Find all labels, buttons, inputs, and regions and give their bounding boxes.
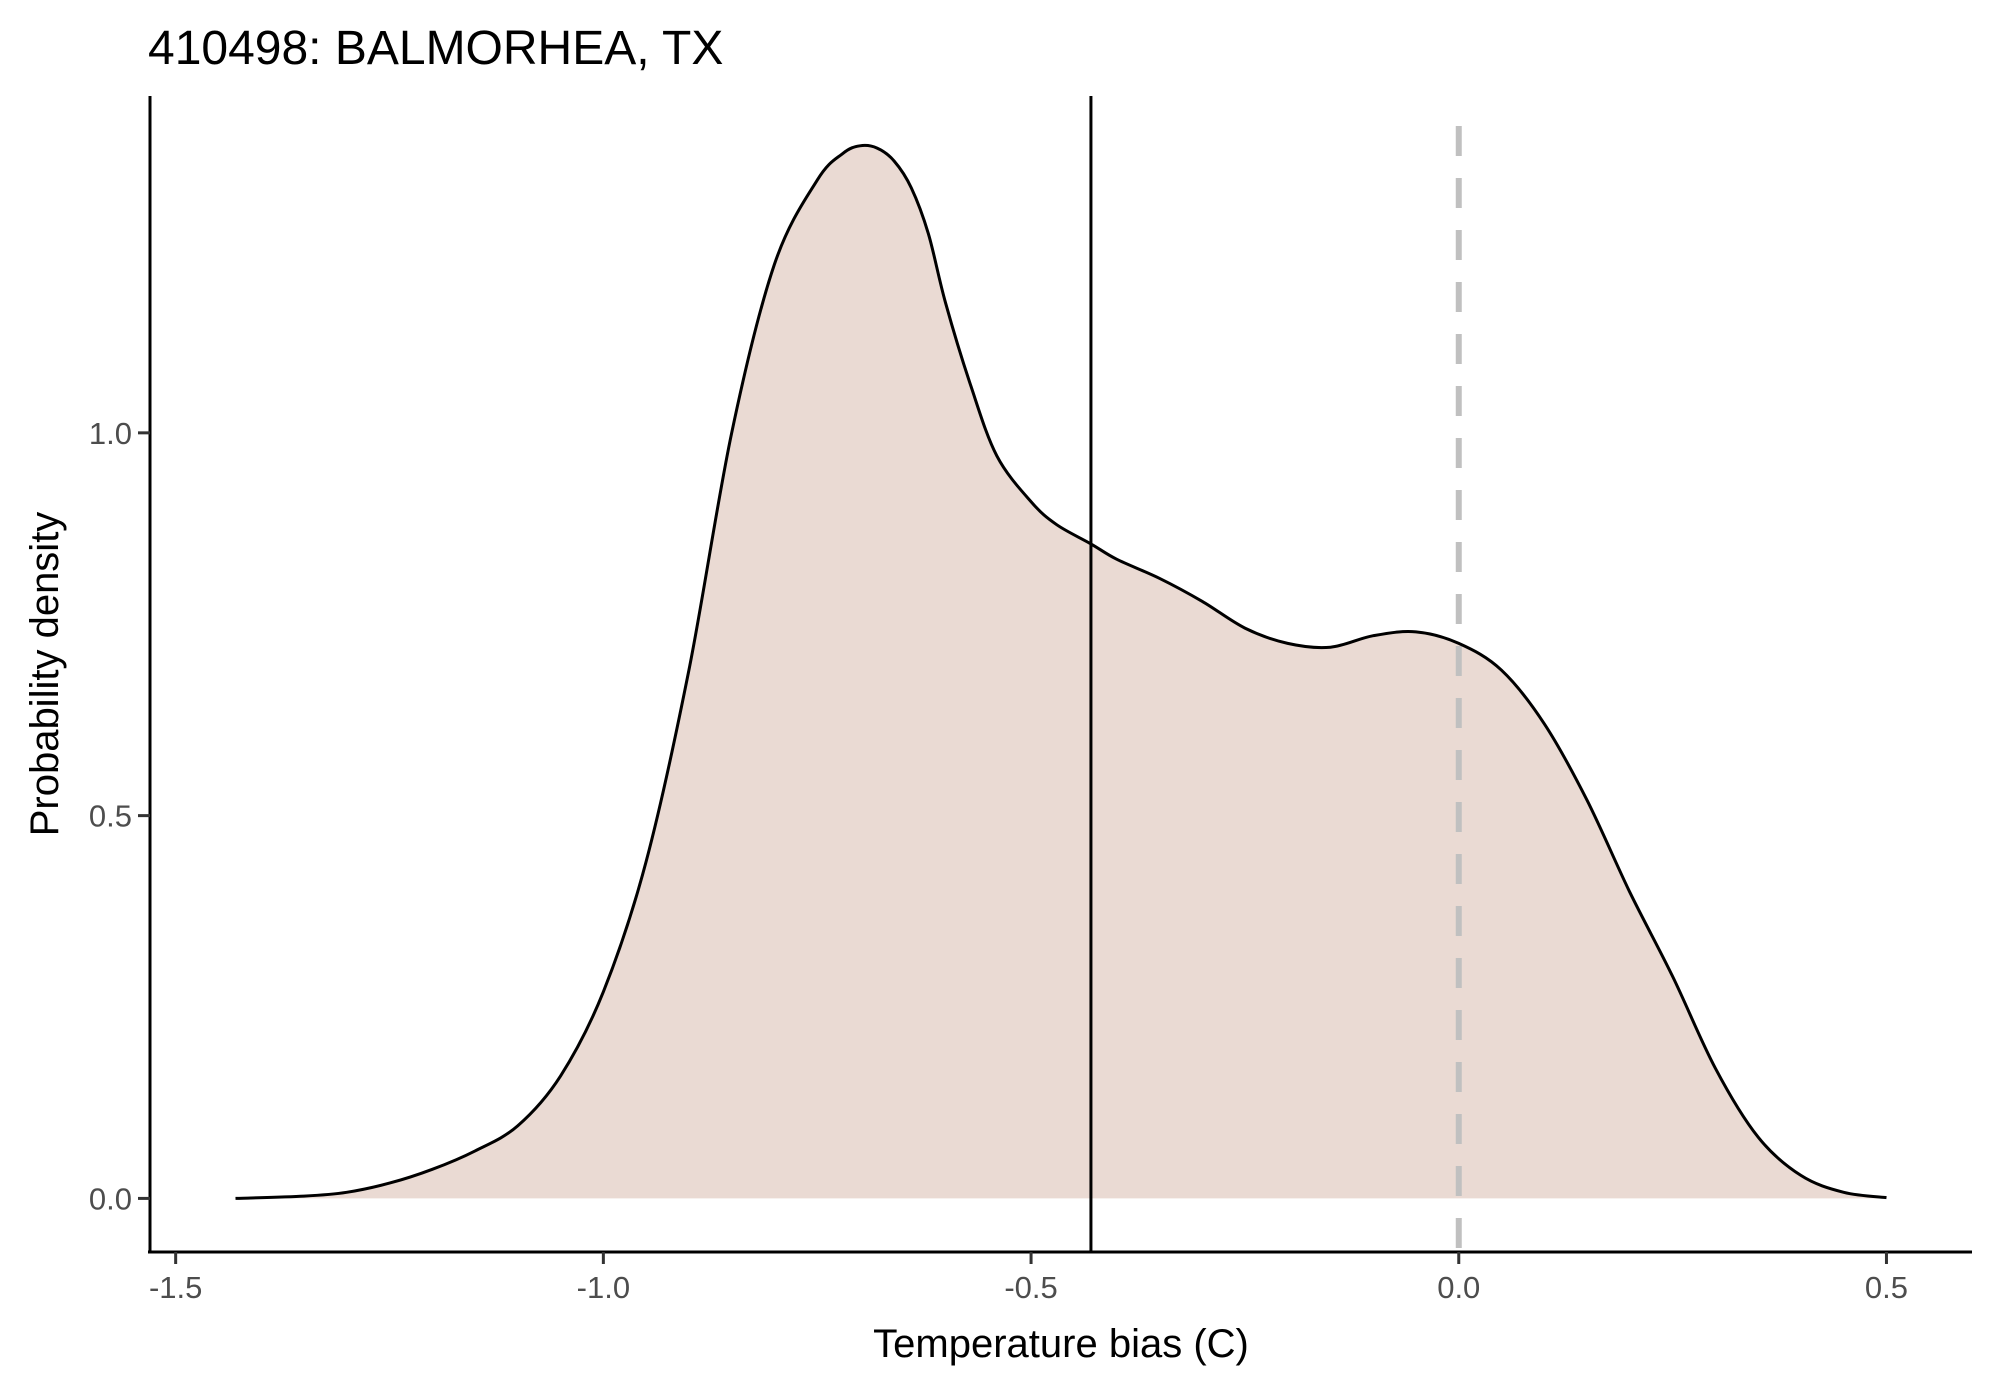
x-axis-ticks: -1.5 -1.0 -0.5 0.0 0.5: [149, 1252, 1908, 1305]
x-tick-label: -0.5: [1004, 1270, 1057, 1305]
y-tick-label: 1.0: [89, 416, 132, 451]
chart-title: 410498: BALMORHEA, TX: [148, 22, 723, 75]
y-tick-label: 0.0: [89, 1181, 132, 1216]
y-axis-ticks: 0.0 0.5 1.0: [89, 416, 150, 1216]
y-tick-label: 0.5: [89, 799, 132, 834]
x-tick-label: 0.0: [1437, 1270, 1480, 1305]
x-tick-label: 0.5: [1865, 1270, 1908, 1305]
y-axis-label: Probability density: [23, 512, 67, 837]
density-fill: [235, 145, 1887, 1199]
x-axis-label: Temperature bias (C): [873, 1322, 1249, 1366]
x-tick-label: -1.5: [149, 1270, 202, 1305]
x-tick-label: -1.0: [577, 1270, 630, 1305]
plot-area: [235, 96, 1887, 1252]
density-curve-line: [235, 143, 1887, 1200]
